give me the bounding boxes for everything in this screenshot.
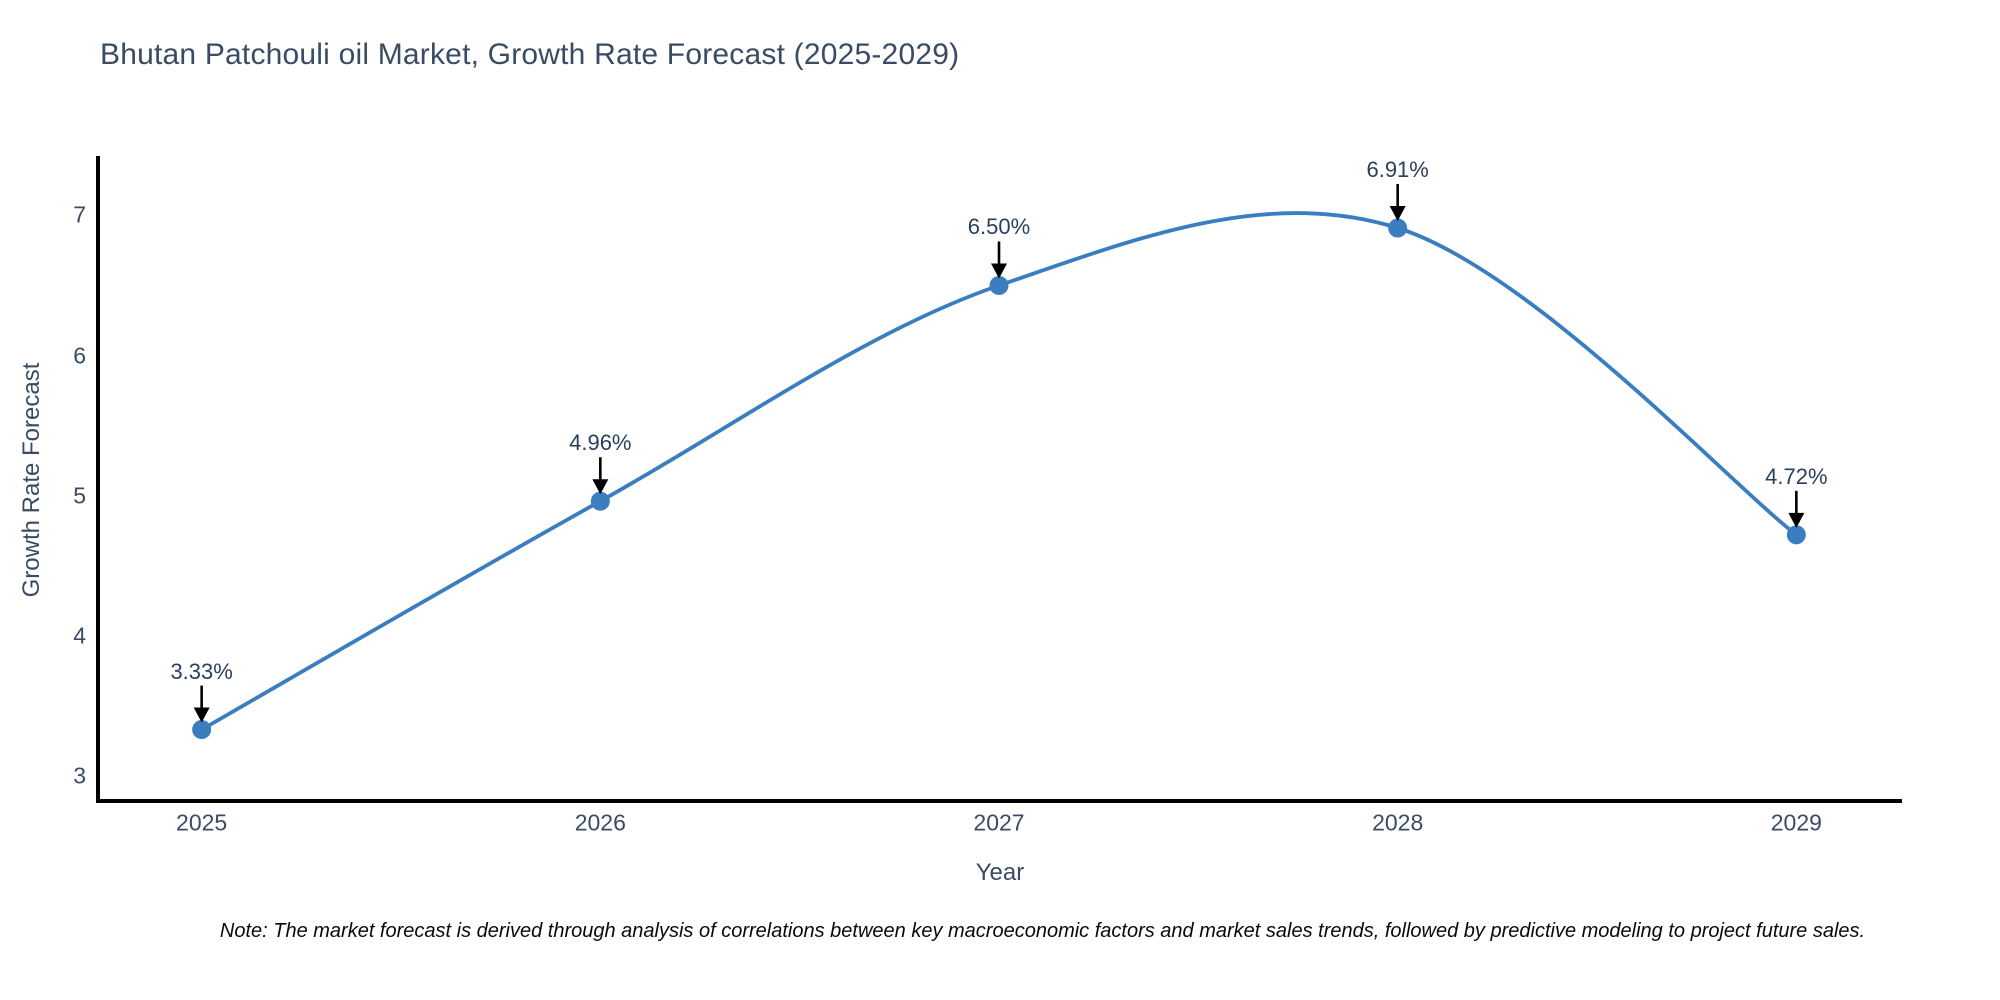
- y-tick-label: 6: [73, 342, 86, 369]
- point-annotation: 6.50%: [967, 214, 1031, 240]
- data-point-marker: [989, 275, 1009, 295]
- chart-title: Bhutan Patchouli oil Market, Growth Rate…: [100, 38, 960, 71]
- y-tick-label: 3: [73, 762, 86, 789]
- annotation-arrow-head: [193, 707, 210, 723]
- x-tick-label: 2027: [973, 809, 1025, 836]
- footnote: Note: The market forecast is derived thr…: [219, 920, 1866, 942]
- y-tick-label: 5: [73, 482, 86, 509]
- point-annotation: 6.91%: [1366, 157, 1429, 183]
- y-axis-title: Growth Rate Forecast: [18, 362, 45, 598]
- x-tick-label: 2026: [574, 809, 626, 836]
- y-tick-label: 4: [73, 622, 86, 649]
- point-annotation: 4.72%: [1765, 463, 1828, 489]
- annotation-arrow-head: [592, 479, 609, 495]
- axes-lines: [96, 156, 1902, 803]
- x-tick-label: 2028: [1372, 809, 1424, 836]
- data-point-marker: [1786, 525, 1806, 545]
- annotation-arrow-head: [1389, 206, 1406, 222]
- annotation-arrow-head: [991, 263, 1007, 279]
- y-tick-label: 7: [73, 201, 86, 228]
- data-point-marker: [590, 491, 610, 511]
- point-annotation: 4.96%: [569, 430, 632, 456]
- x-tick-label: 2025: [176, 809, 228, 836]
- data-point-marker: [192, 720, 212, 740]
- x-tick-label: 2029: [1770, 809, 1822, 836]
- point-annotation: 3.33%: [170, 658, 233, 684]
- x-axis-title: Year: [975, 859, 1025, 886]
- annotation-arrow-head: [1788, 512, 1805, 528]
- data-point-marker: [1388, 218, 1408, 238]
